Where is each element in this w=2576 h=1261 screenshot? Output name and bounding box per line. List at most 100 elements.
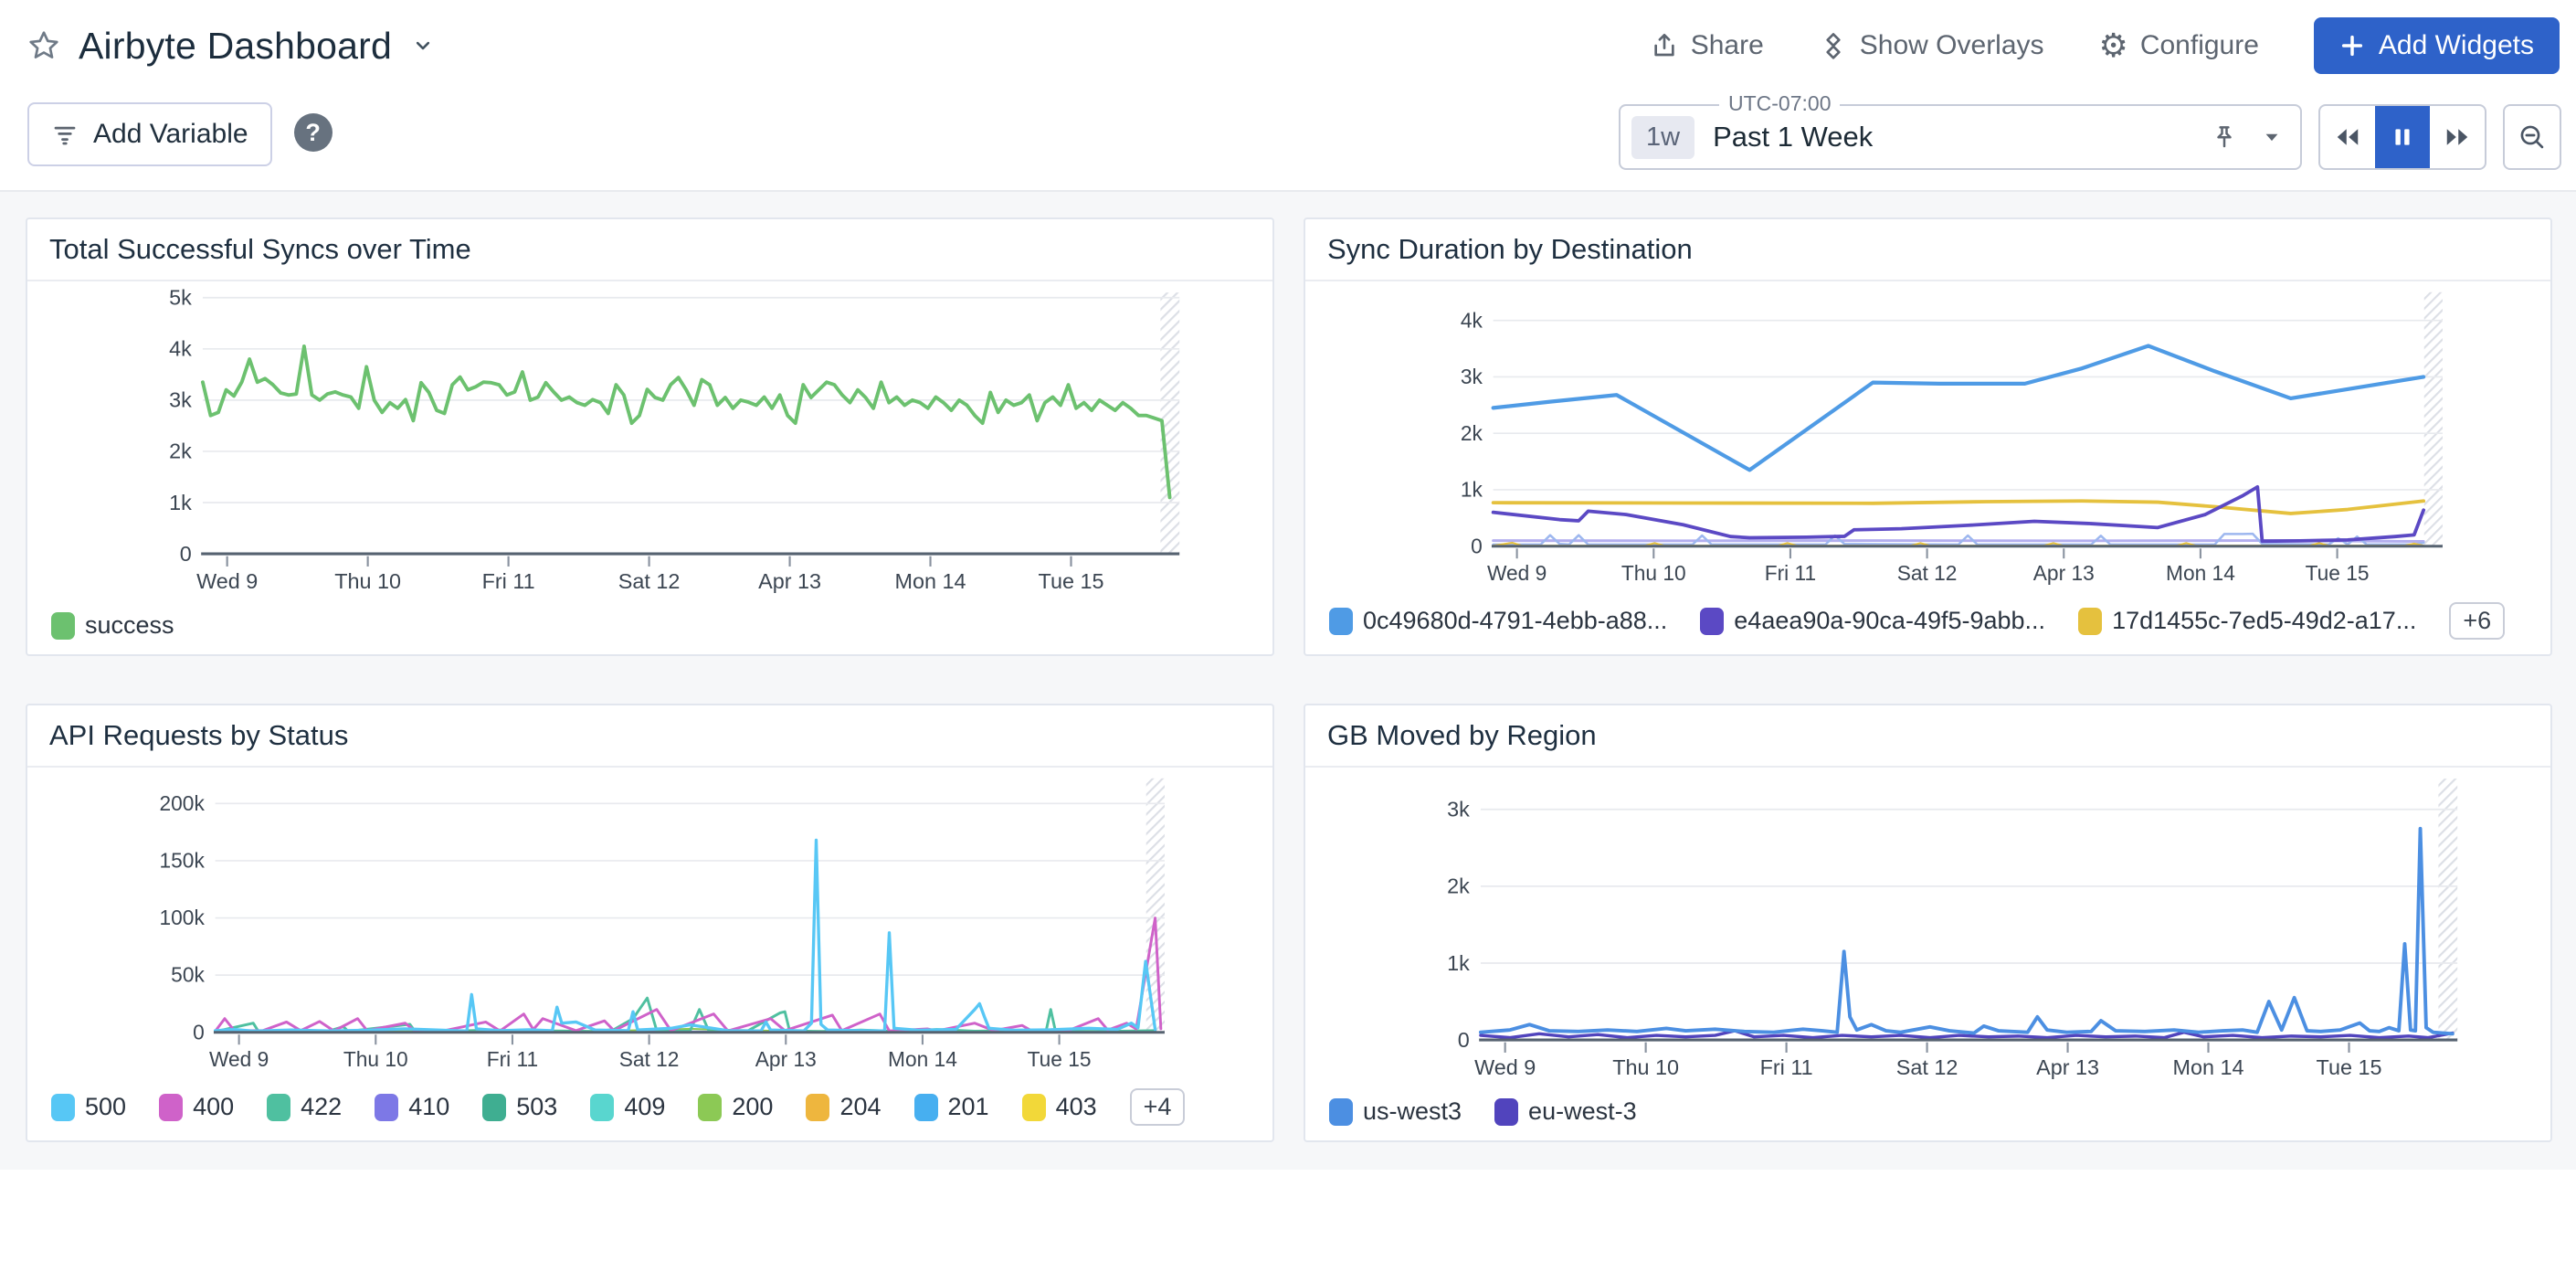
chart-legend: us-west3 eu-west-3 xyxy=(1305,1094,2550,1140)
pin-icon[interactable] xyxy=(2211,123,2238,151)
svg-text:Tue 15: Tue 15 xyxy=(2317,1055,2382,1079)
chart-canvas[interactable]: 01k2k3kWed 9Thu 10Fri 11Sat 12Apr 13Mon … xyxy=(1305,768,2550,1094)
legend-label: 0c49680d-4791-4ebb-a88... xyxy=(1363,607,1667,635)
legend-item[interactable]: 503 xyxy=(482,1093,557,1121)
svg-text:1k: 1k xyxy=(1447,951,1470,975)
legend-item[interactable]: e4aea90a-90ca-49f5-9abb... xyxy=(1700,607,2045,635)
chart-canvas[interactable]: 01k2k3k4k5kWed 9Thu 10Fri 11Sat 12Apr 13… xyxy=(27,281,1272,608)
legend-item[interactable]: us-west3 xyxy=(1329,1097,1462,1126)
zoom-out-button[interactable] xyxy=(2503,104,2561,170)
legend-item[interactable]: eu-west-3 xyxy=(1494,1097,1637,1126)
svg-text:Sat 12: Sat 12 xyxy=(619,1047,680,1071)
legend-label: 200 xyxy=(732,1093,773,1121)
svg-text:Wed 9: Wed 9 xyxy=(196,569,258,593)
chevron-down-icon[interactable] xyxy=(410,33,436,58)
svg-text:1k: 1k xyxy=(169,491,192,514)
help-button[interactable]: ? xyxy=(294,113,333,152)
widget-title[interactable]: Total Successful Syncs over Time xyxy=(27,219,1272,281)
add-widgets-button[interactable]: Add Widgets xyxy=(2314,17,2560,74)
legend-item[interactable]: 500 xyxy=(51,1093,126,1121)
legend-label: 204 xyxy=(839,1093,881,1121)
svg-text:4k: 4k xyxy=(1461,308,1483,332)
widget-title[interactable]: API Requests by Status xyxy=(27,705,1272,768)
caret-down-icon[interactable] xyxy=(2262,127,2282,147)
fast-forward-button[interactable] xyxy=(2430,106,2485,168)
time-range-picker[interactable]: UTC-07:00 1w Past 1 Week xyxy=(1619,104,2302,170)
svg-text:Mon 14: Mon 14 xyxy=(895,569,966,593)
rewind-button[interactable] xyxy=(2320,106,2375,168)
legend-label: 500 xyxy=(85,1093,126,1121)
legend-more-badge[interactable]: +6 xyxy=(2449,602,2505,640)
legend-label: 503 xyxy=(516,1093,557,1121)
legend-label: e4aea90a-90ca-49f5-9abb... xyxy=(1734,607,2045,635)
star-icon[interactable] xyxy=(27,29,60,62)
chart-canvas[interactable]: 01k2k3k4kWed 9Thu 10Fri 11Sat 12Apr 13Mo… xyxy=(1305,281,2550,599)
chart-canvas[interactable]: 050k100k150k200kWed 9Thu 10Fri 11Sat 12A… xyxy=(27,768,1272,1085)
share-label: Share xyxy=(1691,30,1764,61)
legend-item[interactable]: 410 xyxy=(375,1093,449,1121)
legend-label: eu-west-3 xyxy=(1528,1097,1637,1126)
widget-title[interactable]: Sync Duration by Destination xyxy=(1305,219,2550,281)
time-shift-controls xyxy=(2318,104,2486,170)
svg-text:2k: 2k xyxy=(1461,421,1483,445)
share-button[interactable]: Share xyxy=(1650,30,1764,61)
svg-text:0: 0 xyxy=(193,1020,205,1044)
svg-text:Tue 15: Tue 15 xyxy=(2306,561,2370,585)
add-variable-label: Add Variable xyxy=(93,119,248,150)
share-icon xyxy=(1650,31,1679,60)
svg-text:5k: 5k xyxy=(169,286,192,310)
legend-item[interactable]: 422 xyxy=(267,1093,342,1121)
variable-bar: Add Variable ? UTC-07:00 1w Past 1 Week xyxy=(0,91,2576,190)
svg-text:Fri 11: Fri 11 xyxy=(1765,561,1816,585)
legend-item[interactable]: 0c49680d-4791-4ebb-a88... xyxy=(1329,607,1667,635)
legend-item[interactable]: 400 xyxy=(159,1093,234,1121)
legend-color-chip xyxy=(51,612,75,640)
legend-more-badge[interactable]: +4 xyxy=(1130,1088,1186,1126)
range-badge[interactable]: 1w xyxy=(1631,116,1694,159)
svg-text:3k: 3k xyxy=(169,388,192,412)
legend-color-chip xyxy=(1329,1098,1353,1126)
legend-color-chip xyxy=(51,1094,75,1121)
legend-item[interactable]: success xyxy=(51,611,174,640)
legend-item[interactable]: 201 xyxy=(914,1093,989,1121)
overlays-icon xyxy=(1819,31,1848,60)
page-title: Airbyte Dashboard xyxy=(79,25,392,68)
legend-item[interactable]: 200 xyxy=(698,1093,773,1121)
legend-color-chip xyxy=(806,1094,829,1121)
legend-color-chip xyxy=(159,1094,183,1121)
legend-color-chip xyxy=(267,1094,290,1121)
plus-icon xyxy=(2339,33,2365,58)
legend-item[interactable]: 409 xyxy=(590,1093,665,1121)
widget-gb-moved: GB Moved by Region 01k2k3kWed 9Thu 10Fri… xyxy=(1304,704,2552,1142)
svg-text:Fri 11: Fri 11 xyxy=(482,569,535,593)
svg-text:0: 0 xyxy=(180,542,192,566)
svg-text:Sat 12: Sat 12 xyxy=(1896,1055,1958,1079)
legend-item[interactable]: 403 xyxy=(1022,1093,1097,1121)
svg-text:1k: 1k xyxy=(1461,478,1483,502)
svg-text:0: 0 xyxy=(1458,1028,1470,1052)
svg-text:4k: 4k xyxy=(169,337,192,361)
svg-text:Wed 9: Wed 9 xyxy=(209,1047,269,1071)
filter-icon xyxy=(51,121,79,148)
svg-text:Fri 11: Fri 11 xyxy=(487,1047,538,1071)
svg-text:Thu 10: Thu 10 xyxy=(343,1047,408,1071)
configure-button[interactable]: ⚙ Configure xyxy=(2099,29,2259,62)
range-label: Past 1 Week xyxy=(1713,121,1873,154)
widget-title[interactable]: GB Moved by Region xyxy=(1305,705,2550,768)
show-overlays-button[interactable]: Show Overlays xyxy=(1819,30,2044,61)
svg-text:2k: 2k xyxy=(169,440,192,463)
svg-text:Thu 10: Thu 10 xyxy=(1621,561,1686,585)
pause-button[interactable] xyxy=(2375,106,2430,168)
svg-text:Apr 13: Apr 13 xyxy=(755,1047,817,1071)
svg-text:Sat 12: Sat 12 xyxy=(618,569,681,593)
legend-item[interactable]: 17d1455c-7ed5-49d2-a17... xyxy=(2078,607,2416,635)
legend-color-chip xyxy=(1700,608,1724,635)
svg-text:Mon 14: Mon 14 xyxy=(888,1047,957,1071)
svg-text:Apr 13: Apr 13 xyxy=(2036,1055,2099,1079)
header-section: Airbyte Dashboard Share Show Overlays ⚙ … xyxy=(0,0,2576,192)
add-variable-button[interactable]: Add Variable xyxy=(27,102,272,166)
legend-color-chip xyxy=(375,1094,398,1121)
legend-color-chip xyxy=(2078,608,2102,635)
legend-label: success xyxy=(85,611,174,640)
legend-item[interactable]: 204 xyxy=(806,1093,881,1121)
